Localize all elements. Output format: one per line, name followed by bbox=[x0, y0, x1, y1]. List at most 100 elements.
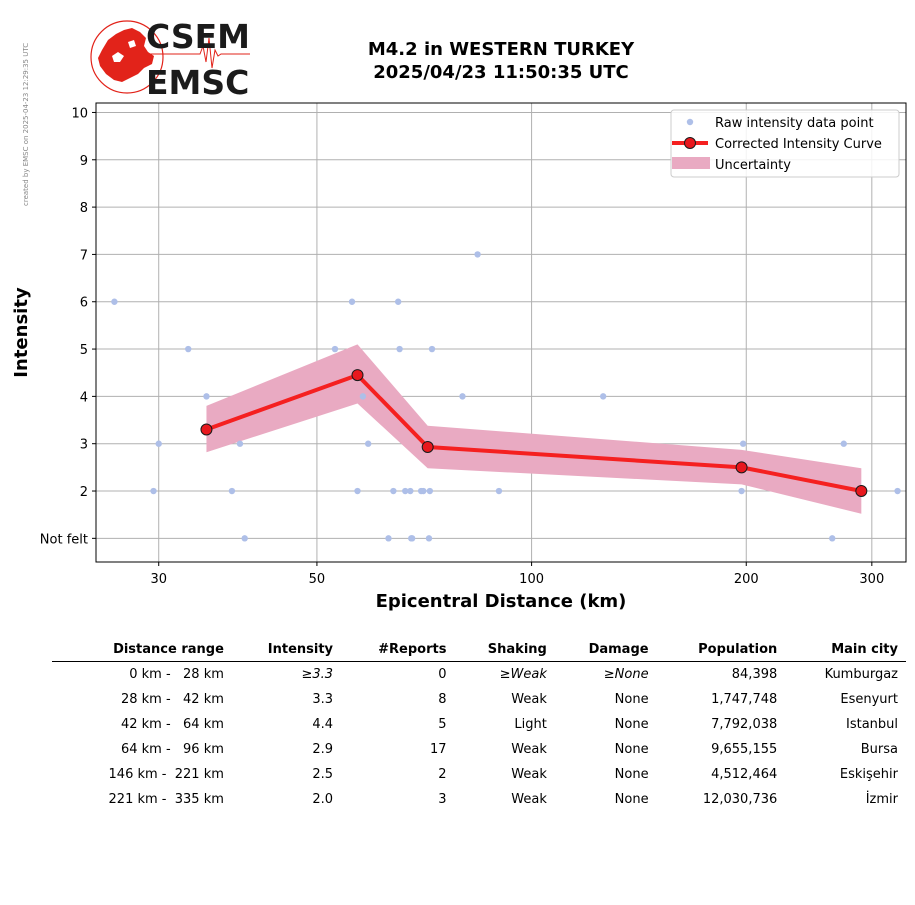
y-tick-label: 3 bbox=[80, 438, 88, 453]
raw-points-layer bbox=[111, 251, 901, 542]
shaking-cell: Weak bbox=[511, 741, 547, 757]
y-tick-label: 6 bbox=[80, 296, 88, 311]
header-intensity: Intensity bbox=[231, 640, 342, 662]
raw-data-point bbox=[474, 251, 481, 258]
population-cell: 7,792,038 bbox=[711, 716, 778, 732]
legend-curve-marker bbox=[684, 137, 696, 149]
main-city-cell: Eskişehir bbox=[839, 766, 898, 782]
main-city-cell: Istanbul bbox=[845, 716, 898, 732]
shaking-cell: Weak bbox=[511, 766, 547, 782]
intensity-cell: 3.3 bbox=[312, 691, 334, 707]
main-city-cell: Esenyurt bbox=[840, 691, 898, 707]
raw-data-point bbox=[425, 535, 433, 542]
y-tick-label: Not felt bbox=[40, 532, 88, 547]
table-row: 0 km - 28 km ≥3.3 0 ≥Weak ≥None 84,398 Kumburg… bbox=[52, 662, 906, 688]
reports-cell: 0 bbox=[438, 666, 447, 682]
chart-title-line1: M4.2 in WESTERN TURKEY bbox=[367, 39, 635, 60]
shaking-cell: Light bbox=[514, 716, 547, 732]
raw-data-point bbox=[364, 440, 372, 447]
raw-data-point bbox=[894, 487, 901, 495]
shaking-cell: Weak bbox=[511, 791, 547, 807]
x-tick-label: 100 bbox=[519, 572, 544, 587]
population-cell: 84,398 bbox=[731, 666, 778, 682]
y-tick-label: 2 bbox=[80, 485, 88, 500]
raw-data-point bbox=[385, 535, 392, 542]
raw-data-point bbox=[228, 487, 236, 495]
legend-box bbox=[670, 109, 900, 178]
population-cell: 9,655,155 bbox=[711, 741, 778, 757]
intensity-cell: 2.0 bbox=[312, 791, 334, 807]
table-row: 42 km - 64 km 4.4 5 Light None 7,792,038 Istan… bbox=[52, 712, 906, 737]
header-distance-range: Distance range bbox=[52, 640, 232, 662]
damage-cell: None bbox=[614, 741, 649, 757]
y-tick-label: 4 bbox=[80, 390, 88, 405]
plot-frame bbox=[95, 102, 907, 563]
y-tick-label: 10 bbox=[71, 106, 88, 121]
y-axis-label: Intensity bbox=[11, 287, 32, 378]
raw-data-point bbox=[150, 487, 157, 495]
raw-data-point bbox=[402, 487, 409, 495]
damage-cell: None bbox=[614, 766, 649, 782]
raw-data-point bbox=[348, 298, 356, 305]
curve-marker bbox=[421, 441, 434, 454]
header-shaking: Shaking bbox=[454, 640, 555, 662]
intensity-cell: 4.4 bbox=[312, 716, 334, 732]
header-damage: Damage bbox=[554, 640, 657, 662]
distance-range-cell: 146 km - 221 km bbox=[108, 766, 224, 782]
raw-data-point bbox=[241, 535, 248, 542]
legend-band-label: Uncertainty bbox=[715, 158, 791, 173]
raw-data-point bbox=[738, 487, 745, 495]
chart-title: M4.2 in WESTERN TURKEY 2025/04/23 11:50:… bbox=[300, 38, 702, 84]
table-row: 221 km - 335 km 2.0 3 Weak None 12,030,736 İzm… bbox=[52, 787, 906, 812]
main-city-cell: Bursa bbox=[860, 741, 898, 757]
raw-data-point bbox=[354, 487, 361, 495]
main-city-cell: İzmir bbox=[865, 791, 898, 807]
population-cell: 4,512,464 bbox=[711, 766, 778, 782]
curve-marker bbox=[855, 485, 868, 498]
curve-marker bbox=[351, 369, 364, 382]
intensity-cell: 2.9 bbox=[312, 741, 334, 757]
uncertainty-band-layer bbox=[206, 344, 862, 514]
legend-raw-point-symbol bbox=[686, 118, 694, 126]
y-tick-label: 8 bbox=[80, 201, 88, 216]
header-main-city: Main city bbox=[785, 640, 906, 662]
distance-range-cell: 0 km - 28 km bbox=[129, 666, 224, 682]
population-cell: 1,747,748 bbox=[711, 691, 778, 707]
distance-range-cell: 28 km - 42 km bbox=[120, 691, 224, 707]
logo-globe-outline bbox=[90, 20, 164, 94]
reports-cell: 8 bbox=[438, 691, 447, 707]
distance-range-cell: 42 km - 64 km bbox=[120, 716, 224, 732]
distance-range-cell: 64 km - 96 km bbox=[120, 741, 224, 757]
legend: Raw intensity data point Corrected Intens… bbox=[670, 109, 900, 178]
raw-data-point bbox=[407, 487, 414, 495]
raw-data-point bbox=[331, 345, 339, 353]
raw-data-point bbox=[599, 393, 607, 400]
uncertainty-band bbox=[206, 344, 862, 514]
header-population: Population bbox=[656, 640, 786, 662]
raw-data-point bbox=[203, 393, 210, 400]
damage-cell: None bbox=[614, 716, 649, 732]
chart-title-line2: 2025/04/23 11:50:35 UTC bbox=[373, 62, 629, 83]
raw-data-point bbox=[420, 487, 427, 495]
raw-data-point bbox=[390, 487, 397, 495]
raw-data-point bbox=[840, 440, 847, 447]
csem-emsc-logo: CSEM EMSC bbox=[90, 17, 250, 98]
y-tick-label: 9 bbox=[80, 154, 88, 169]
shaking-cell: Weak bbox=[511, 691, 547, 707]
logo-emsc: EMSC bbox=[146, 63, 249, 98]
intensity-cell: 2.5 bbox=[312, 766, 334, 782]
raw-data-point bbox=[394, 298, 402, 305]
raw-data-point bbox=[155, 440, 162, 447]
damage-cell: None bbox=[614, 791, 649, 807]
logo-csem: CSEM bbox=[146, 17, 250, 56]
intensity-cell: ≥3.3 bbox=[301, 666, 334, 682]
raw-data-point bbox=[408, 535, 416, 542]
raw-data-point bbox=[359, 393, 367, 400]
raw-data-point bbox=[829, 535, 836, 542]
raw-data-point bbox=[396, 345, 403, 353]
main-city-cell: Kumburgaz bbox=[824, 666, 898, 682]
table-row: 64 km - 96 km 2.9 17 Weak None 9,655,155 Bursa bbox=[52, 737, 906, 762]
raw-data-point bbox=[739, 440, 747, 447]
damage-cell: ≥None bbox=[603, 666, 649, 682]
x-axis-label: Epicentral Distance (km) bbox=[376, 591, 627, 612]
